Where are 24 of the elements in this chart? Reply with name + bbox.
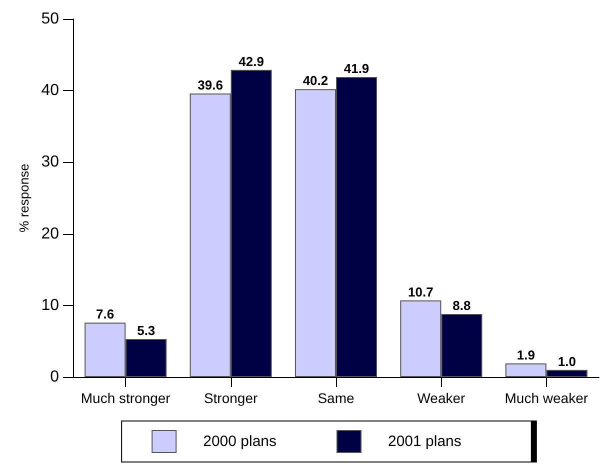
y-tick-label: 10	[41, 296, 60, 314]
y-tick-label: 0	[50, 368, 60, 386]
data-label: 40.2	[302, 73, 328, 88]
legend-label: 2001 plans	[388, 433, 462, 450]
data-label: 41.9	[344, 60, 370, 76]
y-tick-label: 40	[41, 82, 60, 100]
x-tick-label: Same	[318, 390, 354, 406]
x-tick-label: Stronger	[204, 390, 258, 406]
data-label: 5.3	[137, 323, 156, 338]
legend-label: 2000 plans	[203, 433, 277, 450]
x-tick-label: Much weaker	[504, 390, 588, 406]
x-tick-label: Much stronger	[80, 390, 171, 406]
data-label: 8.8	[452, 298, 471, 313]
data-label: 10.7	[408, 284, 434, 300]
y-axis-title: % response	[16, 164, 32, 232]
data-label: 7.6	[96, 306, 114, 322]
data-label: 1.0	[558, 354, 576, 369]
y-tick-label: 50	[41, 10, 60, 28]
data-label: 39.6	[198, 77, 223, 92]
y-tick-label: 20	[41, 225, 60, 242]
data-label: 1.9	[516, 347, 535, 362]
x-tick-label: Weaker	[417, 390, 466, 406]
data-label: 42.9	[238, 54, 264, 69]
y-tick-label: 30	[41, 154, 60, 171]
